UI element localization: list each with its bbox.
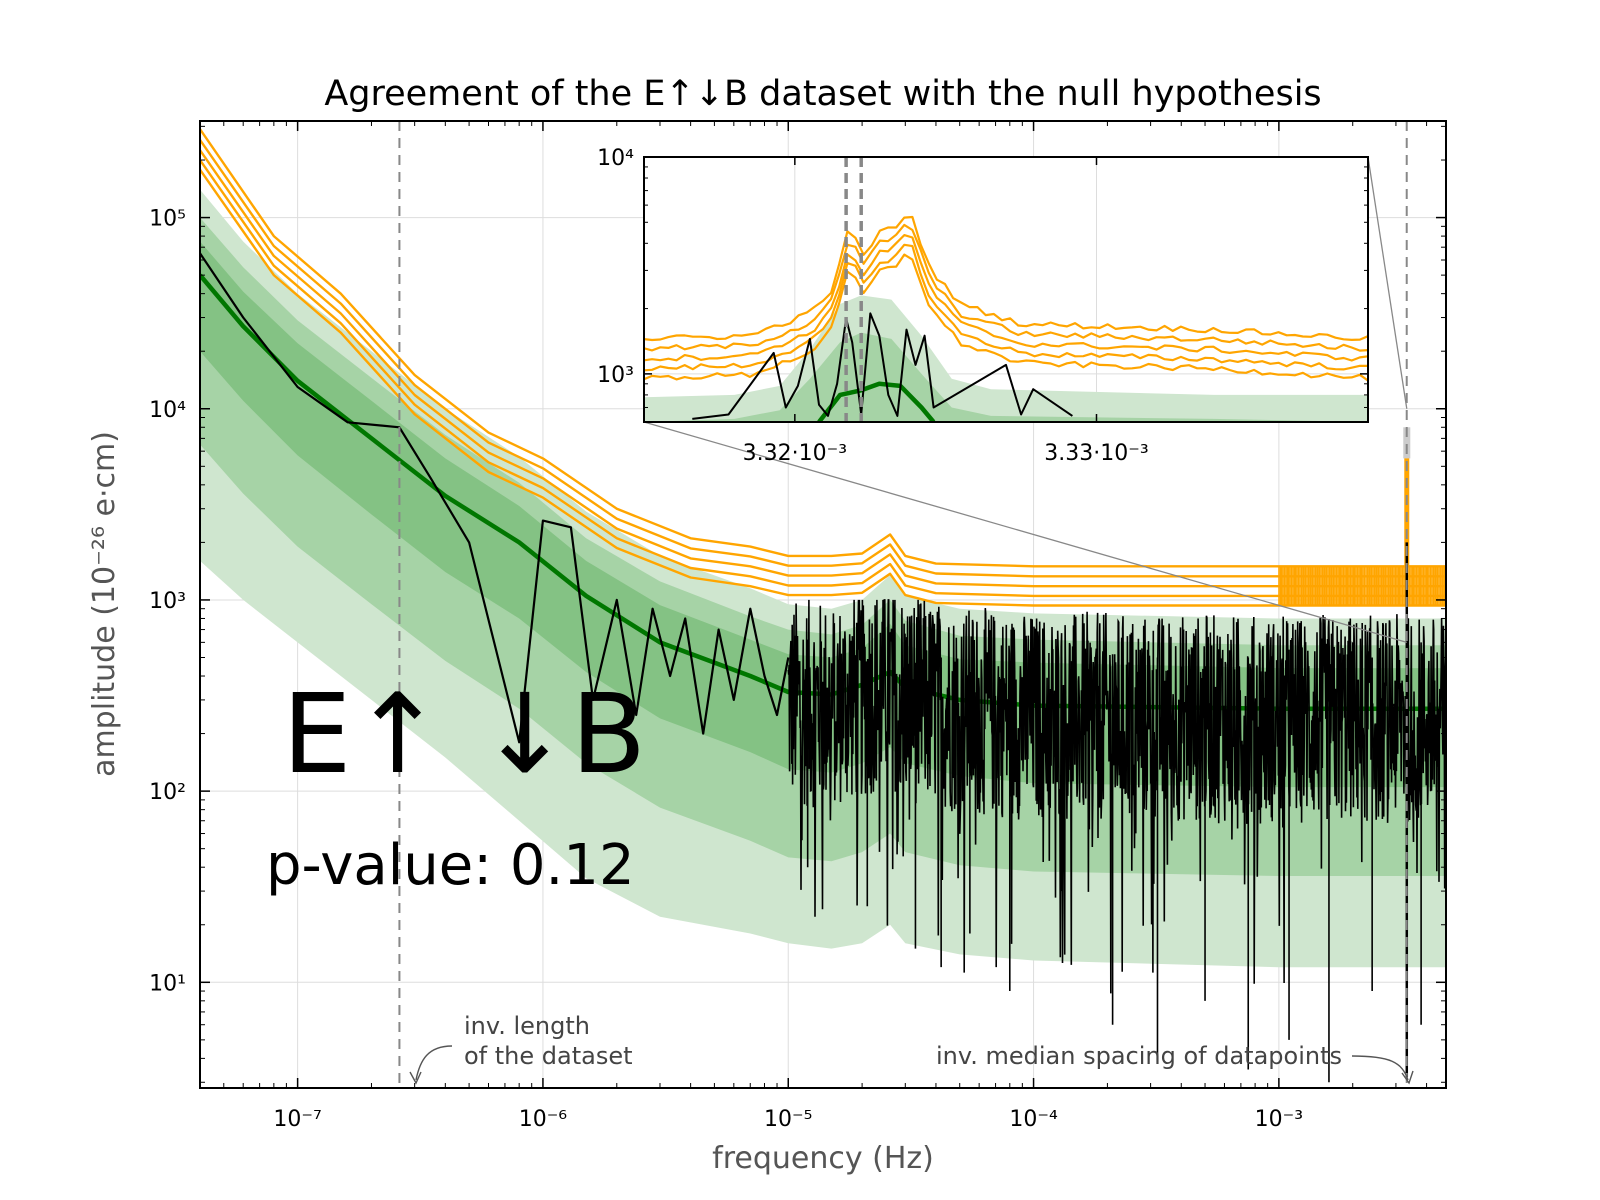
threshold-curve-1	[200, 128, 1446, 568]
x-tick-label: 10⁻⁶	[519, 1107, 568, 1132]
inset-threshold-curve-3	[644, 234, 1368, 362]
x-tick-label: 10⁻⁵	[764, 1107, 812, 1132]
arrowhead-inv-length	[409, 1071, 422, 1085]
y-tick-label: 10⁵	[149, 207, 186, 232]
inset-x-tick-label: 3.32·10⁻³	[743, 441, 847, 466]
inset-reference-lines	[844, 157, 863, 422]
threshold-curve-5	[200, 169, 1446, 607]
main-plot	[200, 121, 1446, 1088]
threshold-curve-2	[200, 139, 1446, 578]
arrowhead-inv-spacing	[1401, 1070, 1414, 1085]
threshold-curve-3	[200, 149, 1446, 588]
inset-data-line	[692, 312, 1073, 420]
inset-frame	[643, 156, 1369, 423]
data-curve	[200, 252, 1446, 1083]
reference-lines	[398, 121, 1408, 1088]
annotation-inv-spacing: inv. median spacing of datapoints	[936, 1042, 1342, 1070]
zoom-connector-top	[1367, 156, 1408, 409]
annotations: inv. length of the dataset inv. median sp…	[409, 1012, 1414, 1085]
x-axis-ticks: 10⁻⁷ 10⁻⁶ 10⁻⁵ 10⁻⁴ 10⁻³	[199, 121, 1428, 1132]
inset-median-line	[817, 381, 936, 422]
x-tick-label: 10⁻⁴	[1009, 1107, 1058, 1132]
inset-y-tick-label: 10³	[597, 363, 634, 388]
inset-threshold-curves	[644, 215, 1368, 382]
plot-frame	[199, 120, 1447, 1089]
threshold-curves	[200, 128, 1446, 607]
arrow-inv-spacing	[1351, 1055, 1409, 1081]
arrow-inv-length	[415, 1045, 453, 1081]
annotation-line: inv. length	[464, 1012, 590, 1040]
data-line-lowfreq	[200, 252, 790, 744]
zoom-connector-bottom	[643, 421, 1407, 643]
y-axis-label: amplitude (10⁻²⁶ e·cm)	[87, 431, 122, 777]
x-axis-label: frequency (Hz)	[712, 1141, 934, 1176]
inset-median-curve	[817, 381, 936, 422]
inset-threshold-curve-2	[644, 223, 1368, 352]
x-tick-label: 10⁻³	[1255, 1107, 1303, 1132]
threshold-curve-4	[200, 159, 1446, 598]
inset-zoom: 3.32·10⁻³ 3.33·10⁻³ 10³ 10⁴	[597, 146, 1408, 643]
inset-band-inner	[644, 332, 1368, 422]
inset-y-tick-label: 10⁴	[597, 146, 634, 171]
dataset-label: E↑ ↓B	[282, 670, 646, 798]
inset-threshold-curve-1	[644, 215, 1368, 342]
inset-background	[644, 157, 1368, 422]
y-tick-label: 10²	[149, 780, 186, 805]
annotation-inv-length: inv. length of the dataset	[464, 1012, 633, 1070]
inset-data-curve	[692, 312, 1073, 420]
data-line-noise	[787, 599, 1446, 994]
y-tick-label: 10¹	[149, 971, 186, 996]
x-tick-label: 10⁻⁷	[273, 1107, 321, 1132]
y-tick-label: 10⁴	[149, 398, 186, 423]
p-value-label: p-value: 0.12	[266, 833, 635, 898]
inset-threshold-curve-5	[644, 253, 1368, 382]
inset-threshold-curve-4	[644, 243, 1368, 372]
annotation-line: of the dataset	[464, 1042, 633, 1070]
inset-x-tick-label: 3.33·10⁻³	[1044, 441, 1148, 466]
inset-x-ticks: 3.32·10⁻³ 3.33·10⁻³	[743, 157, 1149, 466]
inset-y-ticks: 10³ 10⁴	[597, 146, 1368, 423]
y-axis-ticks: 10¹ 10² 10³ 10⁴ 10⁵	[149, 125, 1446, 1083]
y-tick-label: 10³	[149, 589, 186, 614]
chart-title: Agreement of the E↑↓B dataset with the n…	[324, 74, 1321, 114]
